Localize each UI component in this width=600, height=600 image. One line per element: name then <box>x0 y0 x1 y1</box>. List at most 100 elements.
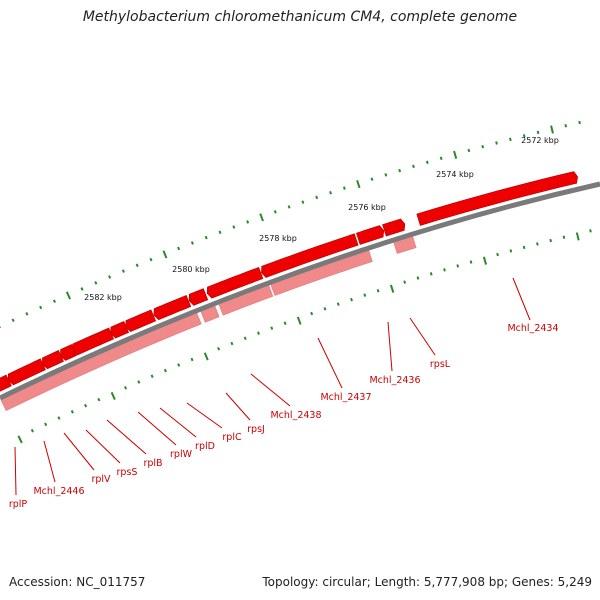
scale-tick <box>149 257 153 262</box>
scale-tick <box>70 410 74 414</box>
scale-tick <box>509 137 512 142</box>
scale-tick <box>177 246 181 251</box>
scale-label: 2582 kbp <box>84 293 122 302</box>
scale-tick <box>11 318 15 323</box>
scale-label: 2578 kbp <box>259 234 297 243</box>
accession-text: Accession: NC_011757 <box>9 575 146 589</box>
scale-tick <box>97 397 101 402</box>
scale-tick <box>376 288 380 293</box>
scale-tick <box>443 268 446 272</box>
label-leader <box>106 419 147 455</box>
scale-tick <box>230 341 234 346</box>
scale-tick <box>25 312 29 316</box>
gene-label: rplW <box>170 449 193 460</box>
scale-tick <box>522 134 526 138</box>
gene-label: rplD <box>195 441 215 452</box>
gene-label: Mchl_2436 <box>369 375 420 386</box>
scale-tick <box>425 160 429 165</box>
gene-label: rpsJ <box>247 424 265 435</box>
scale-tick <box>177 363 181 367</box>
scale-tick <box>84 403 88 408</box>
scale-tick <box>273 210 277 214</box>
scale-tick <box>389 284 395 293</box>
gene-arrow <box>125 309 157 332</box>
gene-arrow <box>416 171 578 226</box>
scale-tick <box>190 357 194 362</box>
gene-arrow <box>7 358 46 386</box>
scale-tick <box>429 272 433 276</box>
scale-tick <box>329 190 332 195</box>
gene-label: Mchl_2437 <box>320 392 371 403</box>
scale-tick <box>398 168 402 173</box>
scale-tick <box>323 307 327 311</box>
label-leader <box>85 429 121 464</box>
scale-tick <box>550 125 554 134</box>
scale-tick <box>315 195 319 200</box>
gene-arrow <box>188 288 209 306</box>
gene-label: rpsL <box>430 359 451 370</box>
scale-tick <box>469 260 473 264</box>
gene-labels: Mchl_2434 rpsL Mchl_2436 Mchl_2437 Mchl_2438… <box>9 323 559 510</box>
label-leader <box>43 440 56 483</box>
scale-tick <box>301 200 305 204</box>
scale-tick <box>203 352 209 361</box>
scale-tick <box>496 252 499 257</box>
gene-arrow <box>382 218 406 237</box>
scale-tick <box>217 346 221 351</box>
scale-tick <box>150 374 154 379</box>
scale-tick <box>522 245 526 250</box>
gene-label: rplV <box>91 474 111 485</box>
label-leader <box>137 411 177 446</box>
scale-tick <box>163 368 167 373</box>
gene-label: rpsS <box>117 467 138 478</box>
scale-tick <box>30 428 34 433</box>
scale-labels: 2572 kbp 2574 kbp 2576 kbp 2578 kbp 2580 kbp… <box>84 136 559 302</box>
gene-label: Mchl_2438 <box>270 410 321 421</box>
scale-label: 2574 kbp <box>436 170 474 179</box>
scale-tick <box>416 276 420 280</box>
scale-tick <box>135 263 139 268</box>
scale-tick <box>412 164 415 169</box>
scale-tick <box>439 156 443 161</box>
scale-tick <box>243 336 247 341</box>
genome-backbone <box>0 181 600 401</box>
scale-tick <box>259 213 264 222</box>
gene-label: rplP <box>9 499 28 510</box>
map-title: Methylobacterium chloromethanicum CM4, c… <box>82 9 518 25</box>
scale-tick <box>287 205 291 209</box>
label-leader <box>387 321 393 372</box>
gene-arrow <box>355 225 385 245</box>
scale-tick <box>481 144 485 149</box>
scale-tick <box>467 148 471 153</box>
scale-tick <box>110 391 116 401</box>
scale-tick <box>123 386 128 390</box>
label-leader <box>317 337 343 389</box>
scale-label: 2576 kbp <box>348 203 386 212</box>
scale-tick <box>283 321 287 325</box>
gene-arrow <box>72 327 114 356</box>
scale-tick <box>589 229 592 233</box>
scale-label: 2580 kbp <box>172 265 210 274</box>
scale-tick <box>578 120 581 125</box>
scale-ticks <box>0 120 592 444</box>
scale-tick <box>363 293 367 297</box>
scale-tick <box>575 232 580 241</box>
scale-tick <box>509 249 513 253</box>
scale-tick <box>342 186 346 190</box>
scale-tick <box>356 179 361 189</box>
scale-tick <box>17 435 23 444</box>
gene-arrow <box>0 312 202 411</box>
gene-arrow <box>261 233 359 278</box>
scale-tick <box>403 280 407 284</box>
scale-tick <box>564 124 568 128</box>
scale-tick <box>257 331 260 335</box>
gene-arrow <box>42 350 64 370</box>
label-leader <box>159 407 197 438</box>
scale-tick <box>246 220 250 224</box>
label-leader <box>63 432 95 471</box>
label-leader <box>186 402 223 429</box>
scale-tick <box>108 275 112 279</box>
scale-tick <box>39 305 43 310</box>
scale-tick <box>384 173 388 177</box>
